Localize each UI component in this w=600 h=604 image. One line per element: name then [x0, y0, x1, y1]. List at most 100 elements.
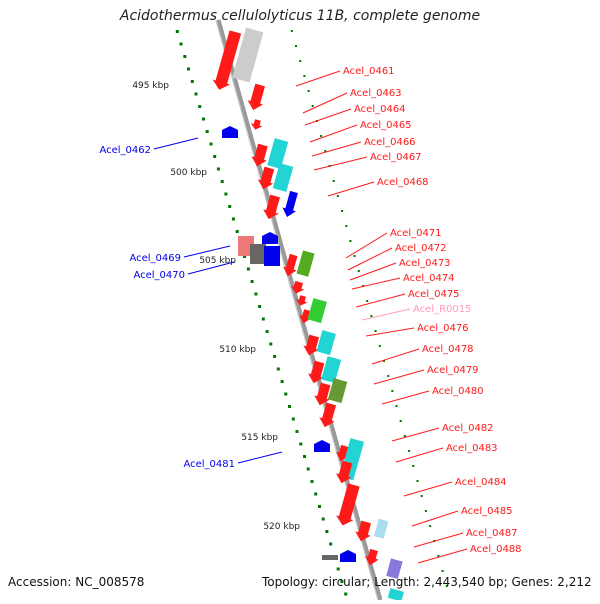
ruler-tick-label: 515 kbp: [241, 433, 278, 443]
gene-block: [232, 27, 264, 83]
gene-label: Acel_0483: [446, 443, 498, 454]
ruler-dot: [345, 225, 348, 227]
reverse-gene-block: [264, 246, 280, 266]
ruler-dot: [370, 315, 373, 317]
ruler-dot: [265, 330, 269, 333]
gene-arrow: [299, 309, 311, 324]
ruler-dot: [378, 345, 381, 347]
gene-label-leader: [381, 390, 430, 405]
ruler-dot: [416, 480, 419, 482]
gene-label-leader: [183, 245, 231, 258]
gene-label: Acel_0484: [455, 477, 507, 488]
ruler-dot: [280, 380, 284, 383]
ruler-dot: [374, 330, 377, 332]
gene-feature: [212, 30, 242, 90]
gene-label: Acel_0479: [427, 365, 479, 376]
gene-label-leader: [395, 447, 444, 463]
ruler-dot: [412, 465, 415, 467]
ruler-dot: [205, 130, 209, 133]
ruler-dot: [336, 567, 340, 571]
gene-feature: [316, 330, 336, 356]
gene-label-leader: [371, 348, 420, 365]
gene-label: Acel_0466: [364, 137, 416, 148]
gene-label-leader: [417, 548, 468, 564]
gene-arrow: [319, 402, 337, 428]
gene-label: Acel_0470: [133, 270, 185, 281]
ruler-dot: [311, 105, 314, 107]
gene-label: Acel_0487: [466, 528, 518, 539]
ruler-dot: [310, 480, 314, 483]
gene-label: Acel_0481: [183, 459, 235, 470]
gene-label-leader: [413, 532, 464, 548]
gene-label-leader: [403, 481, 453, 497]
ruler-dot: [190, 80, 194, 83]
ruler-dot: [276, 367, 280, 371]
ruler-dot: [179, 42, 183, 46]
ruler-tick-label: 510 kbp: [219, 345, 256, 355]
gene-feature: [299, 309, 311, 324]
gene-arrow: [257, 166, 275, 190]
gene-block: [327, 378, 348, 404]
gene-feature: [267, 138, 289, 169]
gene-label: Acel_0475: [408, 289, 460, 300]
reverse-gene-block: [322, 555, 338, 560]
gene-feature: [386, 558, 403, 579]
gene-label: Acel_0461: [343, 66, 395, 77]
ruler-dot: [284, 392, 288, 396]
ruler-dot: [340, 580, 344, 583]
gene-feature: [263, 194, 280, 220]
gene-label: Acel_0488: [470, 544, 522, 555]
gene-block: [296, 250, 315, 277]
gene-label: Acel_0465: [360, 120, 412, 131]
ruler-dot: [395, 405, 398, 407]
ruler-dot: [194, 92, 198, 96]
ruler-dot: [290, 30, 293, 32]
gene-label: Acel_0467: [370, 152, 422, 163]
gene-feature: [295, 295, 308, 306]
gene-feature: [327, 378, 348, 404]
gene-block: [272, 163, 294, 192]
gene-label: Acel_0471: [390, 228, 442, 239]
gene-feature: [365, 548, 379, 566]
gene-label-leader: [411, 510, 459, 527]
ruler-dot: [295, 430, 299, 433]
gene-arrow: [290, 280, 305, 294]
ruler-dot: [202, 117, 205, 121]
gene-feature: [335, 460, 353, 484]
ruler-dot: [403, 435, 406, 437]
gene-feature: [282, 190, 298, 218]
gene-feature: [387, 588, 404, 602]
gene-arrow: [212, 30, 242, 90]
ruler-dot: [314, 492, 318, 496]
ruler-dot: [198, 105, 202, 108]
gene-feature: [321, 356, 342, 383]
ruler-tick-label: 500 kbp: [170, 168, 207, 178]
ruler-tick-label: 520 kbp: [263, 522, 300, 532]
gene-label-leader: [237, 451, 283, 464]
gene-label: Acel_0469: [129, 253, 181, 264]
ruler-dot: [209, 142, 213, 146]
accession-label: Accession: NC_008578: [8, 575, 145, 589]
gene-feature: [373, 518, 389, 539]
ruler-dot: [175, 30, 179, 33]
gene-arrow: [308, 360, 325, 384]
gene-block: [321, 356, 342, 383]
gene-label: Acel_0462: [99, 145, 151, 156]
gene-block: [373, 518, 389, 539]
ruler-dot: [353, 255, 356, 257]
ruler-dot: [399, 420, 402, 422]
ruler-dot: [429, 525, 432, 527]
ruler-tick-label: 495 kbp: [132, 81, 169, 91]
gene-arrow: [250, 119, 263, 130]
gene-label: Acel_0463: [350, 88, 402, 99]
gene-block: [387, 588, 404, 602]
ruler-dot: [424, 510, 427, 512]
gene-feature: [319, 402, 337, 428]
ruler-dot: [291, 417, 295, 421]
gene-feature: [308, 360, 325, 384]
gene-label-leader: [347, 247, 393, 271]
ruler-dot: [299, 60, 302, 62]
gene-label-leader: [311, 141, 362, 157]
gene-feature: [250, 119, 263, 130]
